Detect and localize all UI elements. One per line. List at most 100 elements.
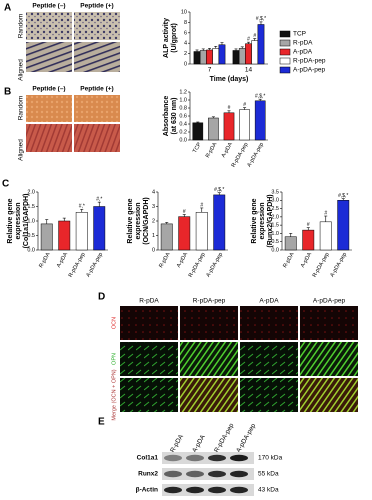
legend-swatch <box>279 39 291 47</box>
y-tick-label: 0.8 <box>179 105 187 111</box>
row-label: Random <box>18 96 25 121</box>
bar <box>337 200 350 251</box>
bar <box>254 100 266 141</box>
image <box>26 95 72 122</box>
y-axis-label: ALP activity <box>163 18 170 58</box>
annotation: #,$,* <box>255 94 265 100</box>
x-tick-label: TCP <box>192 141 203 154</box>
fluorescence-image <box>180 342 238 376</box>
image <box>26 12 72 40</box>
column-header: Peptide (+) <box>80 3 113 10</box>
bar <box>192 122 204 141</box>
image <box>74 12 120 40</box>
row-label: Aligned <box>18 59 25 81</box>
y-tick-label: 0.5 <box>27 233 35 239</box>
image <box>74 95 120 122</box>
y-tick-label: 8 <box>184 20 187 26</box>
y-tick-label: 0 <box>184 61 187 67</box>
x-tick-label: A-pDA <box>176 251 189 268</box>
bar <box>251 40 259 65</box>
fluorescence-image <box>240 378 298 412</box>
y-tick-label: 2.0 <box>27 189 35 195</box>
y-axis-label: (U/gprot) <box>171 23 178 53</box>
row-label: Aligned <box>18 139 25 161</box>
bar <box>213 194 226 251</box>
y-tick-label: 0.4 <box>179 121 187 127</box>
x-tick-label: A-pDA-pep <box>246 142 265 169</box>
y-tick-label: 2.0 <box>271 214 279 220</box>
bar <box>319 221 332 251</box>
bar <box>178 216 191 251</box>
y-axis-label: Relative gene <box>251 198 258 243</box>
blot-band <box>164 454 182 462</box>
legend-swatch <box>279 48 291 56</box>
y-axis-label: (at 630 nm) <box>171 98 178 135</box>
y-tick-label: 1.0 <box>27 218 35 224</box>
x-tick-label: A-pDA <box>300 251 313 268</box>
bar <box>245 43 252 65</box>
bar <box>199 50 207 65</box>
bar <box>193 51 201 65</box>
blot-band <box>186 486 204 494</box>
y-tick-label: 0.5 <box>271 239 279 245</box>
column-header: A-pDA-pep <box>313 298 346 305</box>
image <box>74 42 120 72</box>
panel-label: E <box>98 417 105 428</box>
bar <box>58 220 71 251</box>
x-tick-label: R-pDA <box>38 251 52 269</box>
y-axis-label: expression <box>15 203 22 240</box>
x-tick-label: 7 <box>208 67 212 74</box>
blot-row-label: Col1a1 <box>137 455 159 462</box>
y-tick-label: 1.0 <box>179 97 187 103</box>
blot-size-label: 55 kDa <box>258 471 279 478</box>
x-tick-label: A-pDA-pep <box>205 252 224 279</box>
column-header: Peptide (–) <box>32 86 65 93</box>
legend-label: R-pDA-pep <box>293 58 326 65</box>
legend-swatch <box>279 30 291 38</box>
lane-label: A-pDA <box>191 433 207 454</box>
lane-label: A-pDA-pep <box>235 422 257 454</box>
annotation: # <box>247 36 250 42</box>
legend-swatch <box>279 57 291 65</box>
bar <box>75 212 88 251</box>
fluorescence-image <box>240 342 298 376</box>
blot-band <box>208 486 226 494</box>
y-tick-label: 3 <box>152 204 155 210</box>
bar <box>218 44 226 65</box>
bar <box>206 49 213 65</box>
fluorescence-image <box>300 342 358 376</box>
blot-size-label: 43 kDa <box>258 487 279 494</box>
annotation: # <box>228 105 231 111</box>
fluorescence-image <box>240 306 298 340</box>
bar <box>239 109 250 141</box>
blot-band <box>230 470 248 478</box>
annotation: # <box>200 202 203 208</box>
row-label: Random <box>18 14 25 39</box>
bar <box>208 117 219 141</box>
y-tick-label: 0.0 <box>179 137 187 143</box>
bar <box>93 206 106 251</box>
bar <box>40 223 53 251</box>
y-tick-label: 1.2 <box>179 89 187 95</box>
column-header: Peptide (–) <box>32 3 65 10</box>
annotation: # <box>253 33 256 39</box>
x-tick-label: A-pDA-pep <box>85 252 104 279</box>
fluorescence-image <box>300 306 358 340</box>
y-tick-label: 4 <box>184 41 187 47</box>
bar <box>232 50 240 65</box>
y-tick-label: 3.0 <box>271 198 279 204</box>
panel-label: A <box>4 3 11 14</box>
y-tick-label: 2 <box>152 218 155 224</box>
lane-label: R-pDA-pep <box>213 422 236 454</box>
bar <box>257 24 265 65</box>
legend-label: R-pDA <box>293 40 313 47</box>
blot-band <box>208 470 226 478</box>
row-label: OPN <box>111 353 117 365</box>
fluorescence-image <box>120 306 178 340</box>
row-label: OCN <box>111 317 117 329</box>
fluorescence-image <box>300 378 358 412</box>
x-tick-label: R-pDA <box>282 251 296 269</box>
panel-label: C <box>2 179 9 190</box>
annotation: # <box>324 210 327 216</box>
